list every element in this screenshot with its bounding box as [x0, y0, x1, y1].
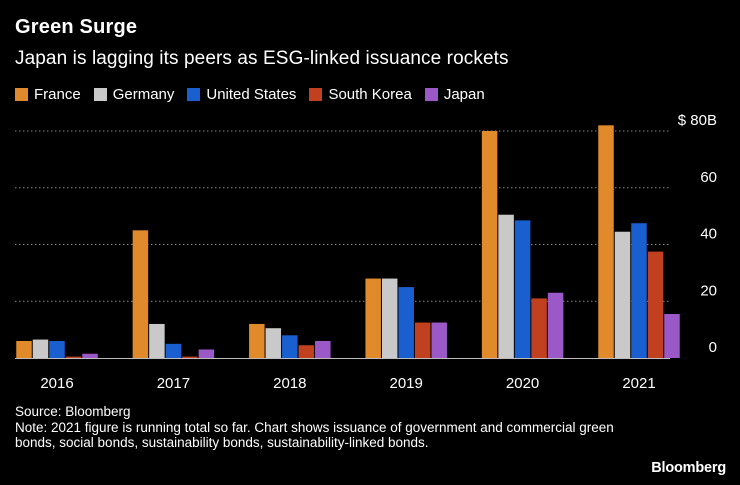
bar	[32, 339, 49, 358]
bar	[165, 343, 182, 358]
bar	[132, 230, 149, 358]
legend-label-united-states: United States	[206, 86, 297, 103]
bar	[614, 231, 631, 358]
bar	[182, 356, 198, 358]
bar	[664, 314, 680, 358]
bar	[531, 298, 547, 358]
legend-item-south-korea: South Korea	[309, 86, 412, 103]
legend-swatch-south-korea	[309, 88, 323, 101]
bar	[547, 292, 564, 358]
x-tick-label: 2018	[273, 375, 306, 392]
source-text: Source: Bloomberg	[15, 404, 131, 419]
x-tick-label: 2020	[506, 375, 539, 392]
legend-swatch-france	[15, 88, 28, 101]
legend-label-japan: Japan	[443, 86, 485, 103]
y-tick-label: 40	[700, 226, 717, 243]
bar	[298, 345, 315, 358]
bar	[16, 340, 32, 358]
y-tick-label: 20	[700, 282, 717, 299]
bar	[431, 322, 447, 358]
bar	[598, 125, 614, 358]
x-tick-label: 2021	[622, 375, 655, 392]
bar	[481, 131, 498, 358]
bar	[647, 251, 664, 358]
y-tick-label: $ 80B	[678, 112, 717, 129]
bar	[49, 340, 65, 358]
bar	[265, 328, 282, 358]
source-notes: Source: Bloomberg Note: 2021 figure is r…	[15, 404, 655, 451]
bar-chart: 0 20 40 60 $ 80B 2016 2017 2018 2019 2020 2021	[15, 112, 717, 392]
legend-swatch-japan	[424, 88, 438, 101]
x-tick-label: 2017	[157, 375, 190, 392]
legend-item-germany: Germany	[93, 86, 175, 103]
bar	[249, 323, 265, 358]
bloomberg-logo: Bloomberg	[651, 460, 726, 476]
legend-label-france: France	[34, 86, 81, 103]
legend-swatch-germany	[93, 88, 107, 101]
y-tick-label: 60	[700, 169, 717, 186]
legend-item-united-states: United States	[187, 86, 296, 103]
legend: France Germany United States South Korea…	[15, 86, 498, 103]
bar	[315, 340, 331, 358]
bar	[514, 220, 531, 358]
legend-item-japan: Japan	[424, 86, 485, 103]
legend-item-france: France	[15, 86, 81, 103]
bar	[498, 214, 514, 358]
bar	[65, 356, 82, 358]
chart-subtitle: Japan is lagging its peers as ESG-linked…	[15, 48, 509, 69]
legend-label-germany: Germany	[112, 86, 175, 103]
chart-title: Green Surge	[15, 16, 138, 38]
legend-swatch-united-states	[187, 88, 201, 101]
bar	[149, 323, 165, 358]
bar	[365, 278, 381, 358]
bar	[414, 322, 431, 358]
bar	[398, 287, 414, 358]
legend-label-south-korea: South Korea	[328, 86, 412, 103]
bar	[198, 349, 215, 358]
bar	[631, 223, 647, 358]
bar	[282, 335, 298, 358]
note-text: Note: 2021 figure is running total so fa…	[15, 419, 614, 451]
x-tick-label: 2019	[390, 375, 423, 392]
bar	[82, 353, 98, 358]
y-tick-label: 0	[709, 339, 717, 356]
x-tick-label: 2016	[40, 375, 73, 392]
bar	[381, 278, 398, 358]
